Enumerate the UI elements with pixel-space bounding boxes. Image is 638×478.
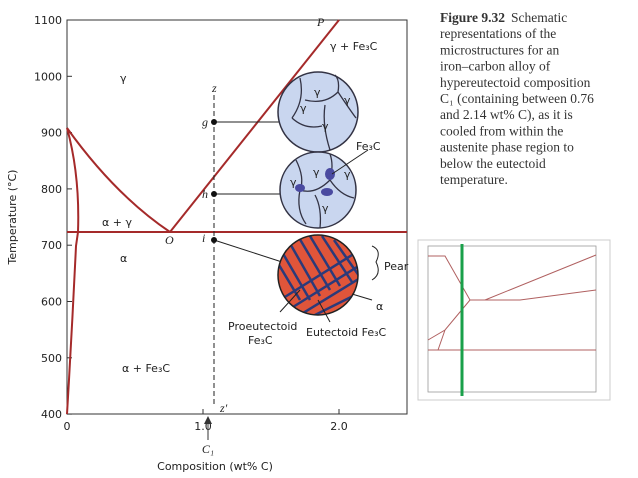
caption-line: below the eutectoid bbox=[440, 156, 546, 171]
micro-label: Eutectoid Fe₃C bbox=[306, 326, 387, 339]
caption-line: microstructures for an bbox=[440, 42, 559, 57]
caption-line: cooled from within the bbox=[440, 123, 563, 138]
region-label: α + γ bbox=[102, 216, 132, 229]
y-tick-label: 900 bbox=[41, 127, 62, 140]
y-tick-label: 500 bbox=[41, 352, 62, 365]
leaders bbox=[213, 121, 283, 263]
caption-line: Schematic bbox=[511, 10, 567, 25]
caption: Figure 9.32 Schematic representations of t… bbox=[440, 10, 594, 187]
x-tick-label: 0 bbox=[64, 420, 71, 433]
micro-label: Pear bbox=[384, 260, 409, 273]
grain-label: γ bbox=[313, 166, 320, 179]
marker-arrowhead bbox=[204, 416, 212, 424]
y-tick-label: 1000 bbox=[34, 70, 62, 83]
microstructure-g bbox=[277, 71, 359, 153]
micro-leaders bbox=[279, 149, 373, 323]
caption-line: austenite phase region to bbox=[440, 140, 574, 155]
inset-diagram bbox=[417, 239, 611, 401]
region-label: α + Fe₃C bbox=[122, 362, 170, 375]
region-label: z′ bbox=[219, 401, 228, 415]
region-label: g bbox=[202, 115, 208, 129]
region-label: γ bbox=[120, 72, 127, 85]
caption-line: temperature. bbox=[440, 172, 508, 187]
region-label: α bbox=[120, 252, 127, 265]
caption-line: iron–carbon alloy of bbox=[440, 59, 551, 74]
region-label: P bbox=[316, 15, 325, 29]
point-h bbox=[211, 191, 217, 197]
caption-line: hypereutectoid composition bbox=[440, 75, 591, 90]
x-tick-label: 2.0 bbox=[330, 420, 348, 433]
grain-label: γ bbox=[300, 102, 307, 115]
gamma-alpha-boundary bbox=[66, 127, 171, 233]
point-g bbox=[211, 119, 217, 125]
phase-boundaries bbox=[66, 19, 407, 415]
grain-label: γ bbox=[322, 202, 329, 215]
grain-label: γ bbox=[344, 94, 351, 107]
grain-label: γ bbox=[314, 86, 321, 99]
microstructure-i bbox=[277, 234, 359, 316]
micro-label: α bbox=[376, 300, 383, 313]
plot-frame bbox=[66, 19, 408, 415]
y-tick-label: 800 bbox=[41, 183, 62, 196]
alpha-boundary bbox=[66, 127, 80, 415]
composition-marker: C₁ bbox=[202, 442, 214, 456]
micro-label: Proeutectoid bbox=[228, 320, 297, 333]
grain-label: γ bbox=[290, 176, 297, 189]
caption-line: C₁ (containing between 0.76 bbox=[440, 91, 594, 106]
pearlite-brace bbox=[371, 245, 379, 281]
region-label: z bbox=[211, 81, 217, 95]
y-tick-label: 1100 bbox=[34, 14, 62, 27]
caption-label: Figure 9.32 bbox=[440, 10, 505, 25]
y-tick-label: 600 bbox=[41, 296, 62, 309]
region-label: i bbox=[202, 231, 205, 245]
region-label: γ + Fe₃C bbox=[330, 40, 378, 53]
micro-label: Fe₃C bbox=[356, 140, 381, 153]
caption-line: and 2.14 wt% C), as it is bbox=[440, 107, 573, 122]
y-tick-label: 400 bbox=[41, 408, 62, 421]
x-axis-label: Composition (wt% C) bbox=[157, 460, 273, 473]
microstructure-h bbox=[279, 151, 357, 229]
grain-label: γ bbox=[344, 168, 351, 181]
point-i bbox=[211, 237, 217, 243]
micro-label: Fe₃C bbox=[248, 334, 273, 347]
region-label: h bbox=[202, 187, 208, 201]
y-tick-label: 700 bbox=[41, 239, 62, 252]
caption-line: representations of the bbox=[440, 26, 556, 41]
grain-label: γ bbox=[322, 120, 329, 133]
y-axis-label: Temperature (°C) bbox=[6, 170, 19, 266]
acm-line bbox=[169, 19, 340, 233]
region-label: O bbox=[165, 233, 174, 247]
